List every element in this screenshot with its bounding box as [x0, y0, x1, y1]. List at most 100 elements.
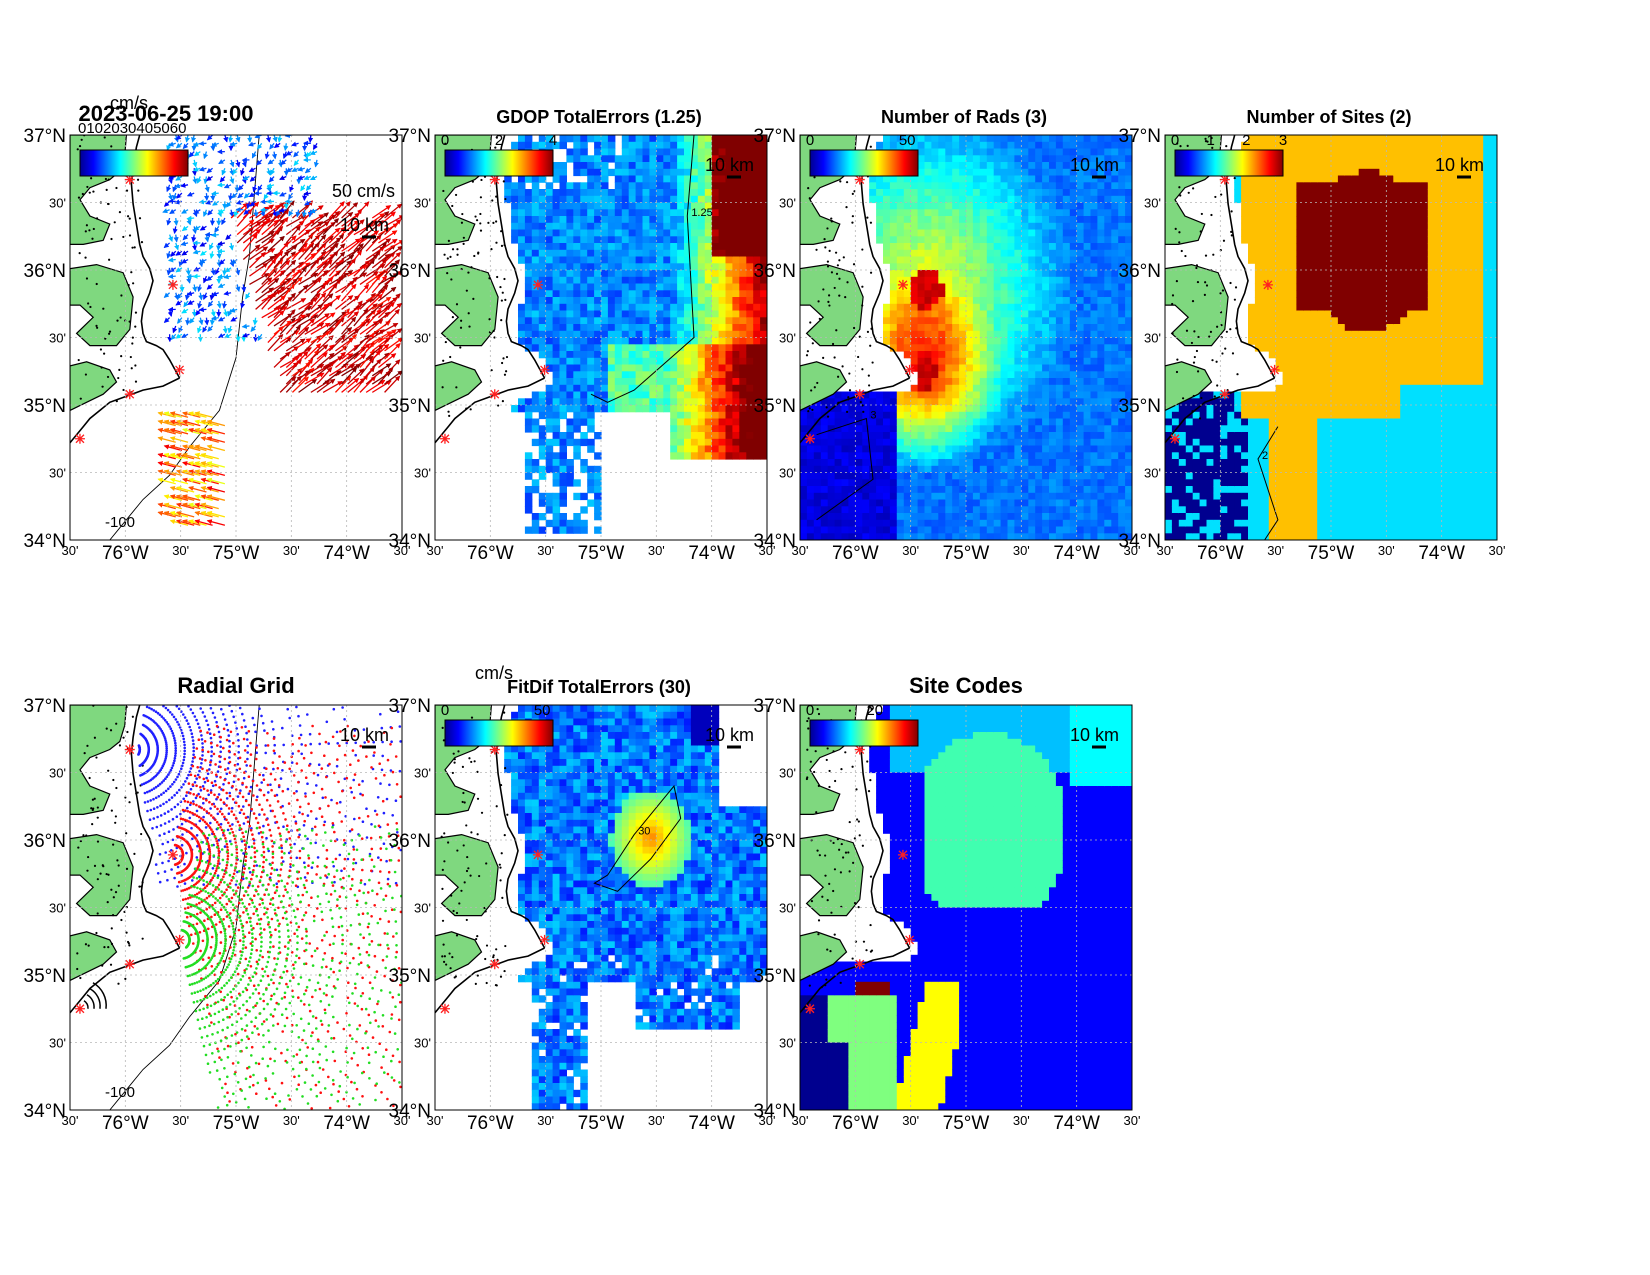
data-cell — [684, 310, 692, 318]
data-cell — [559, 398, 567, 406]
data-cell — [690, 195, 699, 204]
data-cell — [704, 175, 713, 183]
panel-title: 2023-06-25 19:00 — [79, 101, 254, 126]
current-vector — [384, 342, 401, 360]
data-cell — [656, 202, 664, 210]
data-cell — [594, 310, 602, 318]
data-cell — [524, 317, 533, 325]
data-cell — [697, 270, 706, 278]
data-cell — [718, 263, 727, 271]
data-cell — [559, 216, 567, 224]
data-cell — [952, 222, 960, 231]
data-cell — [746, 438, 754, 447]
data-cell — [518, 135, 526, 143]
data-cell — [573, 270, 581, 278]
data-cell — [931, 492, 939, 501]
data-cell — [820, 425, 829, 433]
data-cell — [889, 465, 898, 474]
data-cell — [813, 405, 822, 413]
data-cell — [649, 148, 657, 156]
coast-island — [503, 277, 506, 281]
data-cell — [1014, 324, 1022, 332]
data-cell — [1014, 155, 1022, 163]
data-cell — [1097, 209, 1105, 217]
data-cell — [1090, 249, 1098, 258]
data-cell — [876, 499, 884, 507]
data-cell — [690, 243, 699, 251]
data-cell — [753, 202, 761, 210]
current-vector — [359, 303, 378, 319]
data-cell — [580, 148, 588, 156]
data-cell — [670, 418, 678, 426]
data-cell — [1042, 236, 1050, 244]
data-cell — [635, 391, 644, 399]
data-cell — [1000, 351, 1009, 359]
data-cell — [959, 371, 967, 379]
current-vector — [174, 292, 180, 301]
data-cell — [614, 222, 623, 231]
data-cell — [718, 452, 727, 460]
data-cell — [739, 263, 747, 271]
data-cell — [1069, 418, 1078, 426]
data-cell — [649, 276, 657, 285]
data-cell — [607, 398, 616, 406]
data-cell — [518, 189, 526, 197]
data-cell — [834, 405, 843, 413]
data-cell — [1035, 162, 1043, 170]
data-cell — [594, 472, 602, 480]
data-cell — [1028, 391, 1036, 399]
data-cell — [1042, 155, 1050, 163]
data-cell — [910, 263, 919, 271]
data-cell — [1083, 459, 1092, 467]
current-vector — [255, 238, 275, 252]
data-cell — [931, 351, 939, 359]
data-cell — [614, 405, 623, 413]
data-cell — [979, 492, 988, 501]
data-cell — [938, 135, 946, 143]
data-cell — [566, 364, 574, 372]
data-cell — [993, 324, 1002, 332]
data-cell — [993, 432, 1002, 440]
data-cell — [952, 276, 960, 285]
current-vector — [169, 208, 177, 215]
data-cell — [834, 445, 843, 453]
data-cell — [924, 513, 932, 521]
data-cell — [1069, 337, 1078, 345]
data-cell — [732, 297, 740, 305]
data-cell — [979, 465, 988, 474]
data-cell — [1028, 209, 1036, 217]
data-cell — [959, 492, 967, 501]
data-cell — [601, 229, 609, 237]
data-cell — [538, 411, 547, 420]
current-vector — [255, 248, 276, 261]
data-cell — [559, 222, 567, 231]
data-cell — [1000, 290, 1009, 298]
data-cell — [1090, 438, 1098, 447]
current-vector — [328, 334, 346, 352]
data-cell — [614, 162, 623, 170]
data-cell — [711, 364, 720, 372]
data-cell — [739, 148, 747, 156]
data-cell — [993, 526, 1002, 534]
data-cell — [1021, 216, 1029, 224]
data-cell — [635, 310, 644, 318]
data-cell — [1097, 344, 1105, 352]
data-cell — [628, 135, 637, 143]
data-cell — [504, 175, 512, 183]
data-cell — [1014, 459, 1022, 467]
current-vector — [222, 267, 228, 276]
data-cell — [993, 357, 1002, 366]
coast-island — [85, 277, 89, 280]
data-cell — [697, 141, 706, 150]
data-cell — [896, 398, 905, 406]
data-cell — [1055, 229, 1064, 237]
data-cell — [684, 378, 692, 386]
data-cell — [587, 445, 595, 453]
data-cell — [993, 351, 1002, 359]
data-cell — [1055, 344, 1064, 352]
data-cell — [621, 209, 630, 217]
data-cell — [1083, 533, 1092, 540]
data-cell — [725, 175, 733, 183]
data-cell — [889, 405, 898, 413]
data-cell — [670, 141, 678, 150]
